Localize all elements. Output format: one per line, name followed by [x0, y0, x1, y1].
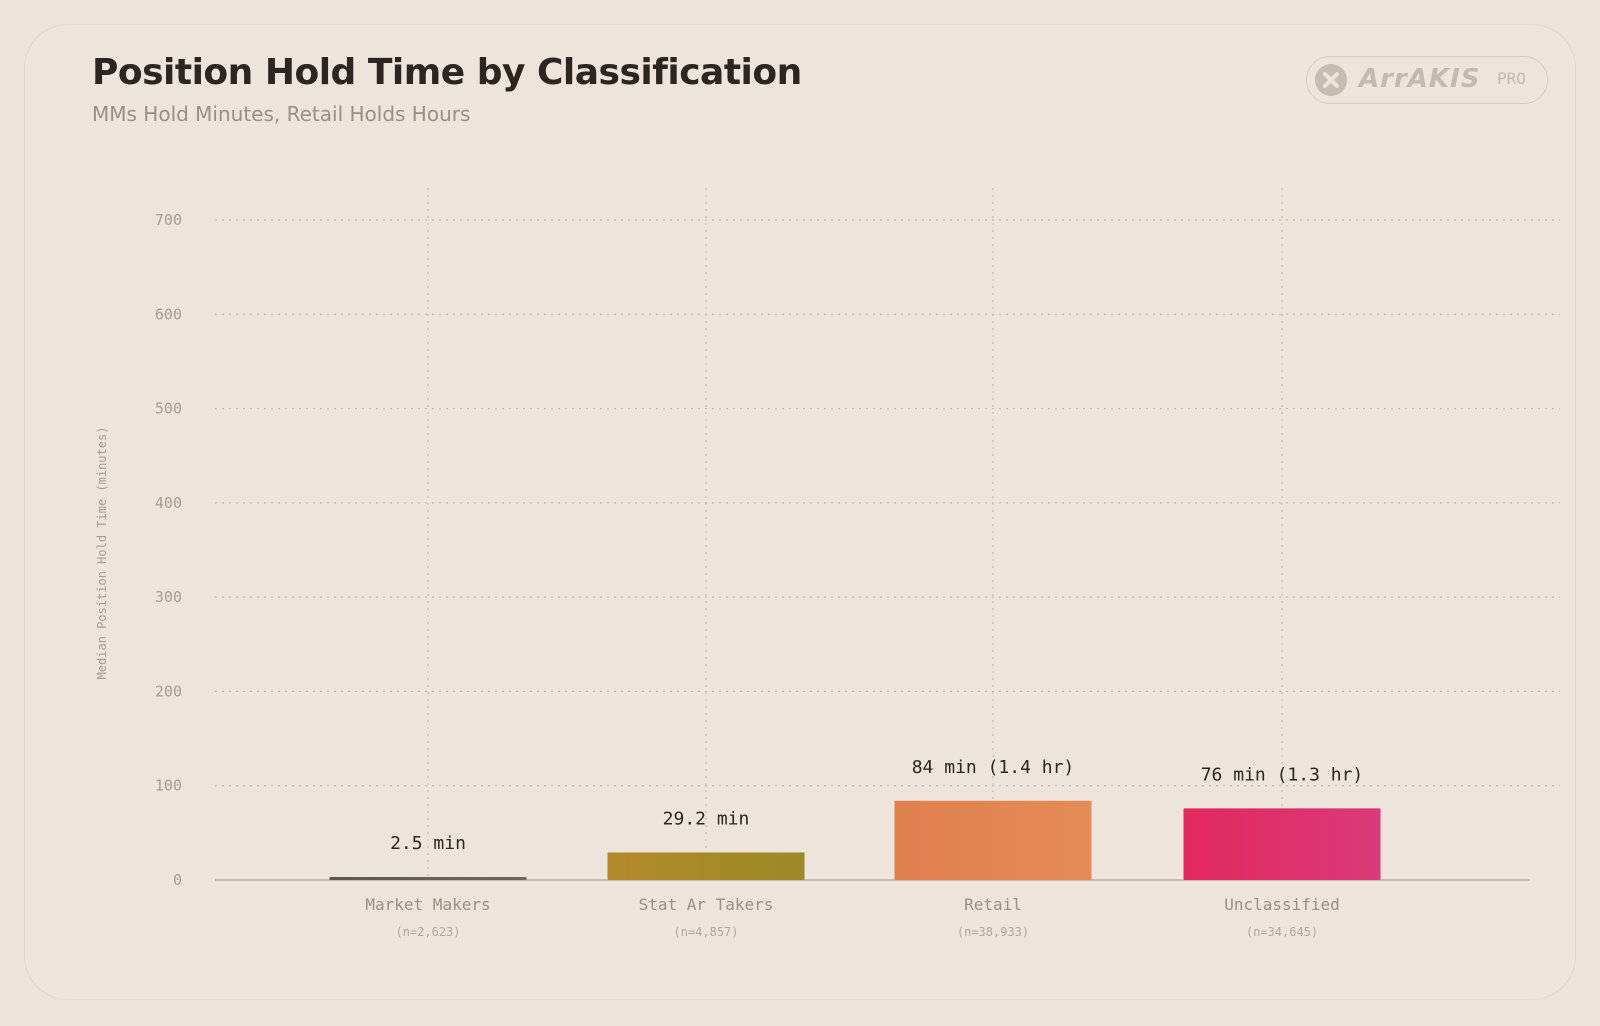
sample-size-label: (n=38,933) [957, 925, 1029, 939]
y-tick-label: 200 [155, 682, 182, 700]
sample-size-label: (n=34,645) [1246, 925, 1318, 939]
brand-name: ArrAKIS [1359, 64, 1481, 94]
x-tick-label: Unclassified [1224, 895, 1340, 914]
bar-value-label: 84 min (1.4 hr) [912, 757, 1075, 778]
x-tick-label: Retail [964, 895, 1022, 914]
sample-size-label: (n=2,623) [395, 925, 460, 939]
bar-stat-ar-takers [607, 852, 805, 880]
bar-value-label: 29.2 min [663, 808, 750, 829]
y-tick-label: 400 [155, 494, 182, 512]
brand-tier: PRO [1497, 69, 1526, 88]
x-tick-label: Stat Ar Takers [639, 895, 774, 914]
y-tick-label: 600 [155, 305, 182, 323]
x-tick-label: Market Makers [365, 895, 490, 914]
bar-unclassified [1183, 808, 1381, 880]
bar-retail [894, 800, 1092, 880]
chart-subtitle: MMs Hold Minutes, Retail Holds Hours [92, 102, 471, 126]
y-tick-label: 100 [155, 777, 182, 795]
bar-market-makers [329, 877, 527, 880]
y-tick-label: 700 [155, 211, 182, 229]
bar-value-label: 76 min (1.3 hr) [1201, 764, 1364, 785]
x-circle-icon [1315, 64, 1347, 96]
sample-size-label: (n=4,857) [673, 925, 738, 939]
chart-title: Position Hold Time by Classification [92, 52, 802, 93]
y-tick-label: 300 [155, 588, 182, 606]
y-tick-label: 0 [173, 871, 182, 889]
y-tick-label: 500 [155, 400, 182, 418]
brand-badge: ArrAKIS PRO [1306, 56, 1548, 104]
bar-value-label: 2.5 min [390, 833, 466, 854]
